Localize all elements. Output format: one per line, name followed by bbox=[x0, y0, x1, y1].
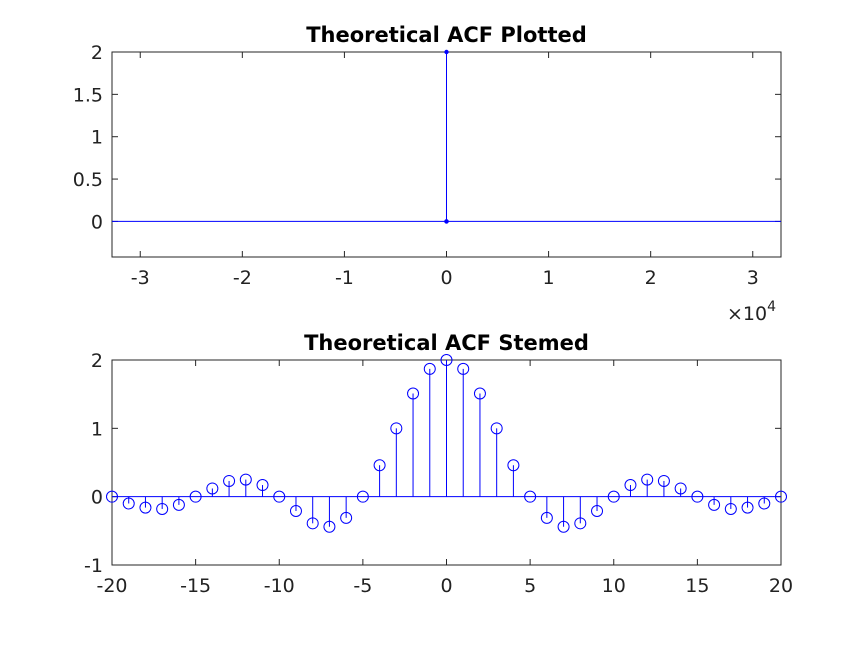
stem-marker bbox=[657, 474, 670, 487]
stem-marker bbox=[289, 505, 302, 518]
stem-marker bbox=[457, 362, 470, 375]
y-tick-label: 0.5 bbox=[73, 169, 103, 191]
stem-marker bbox=[758, 497, 771, 510]
stem-marker bbox=[423, 362, 436, 375]
stem-marker bbox=[172, 498, 185, 511]
y-tick-label: 1 bbox=[91, 127, 103, 149]
stem-marker bbox=[708, 498, 721, 511]
y-tick-label: 1.5 bbox=[73, 84, 103, 106]
stem-marker bbox=[691, 490, 704, 503]
x-exponent-power: 4 bbox=[767, 299, 776, 315]
stem-marker bbox=[574, 517, 587, 530]
stem-marker bbox=[323, 520, 336, 533]
x-tick-label: -5 bbox=[353, 575, 372, 597]
chart-title: Theoretical ACF Stemed bbox=[304, 331, 589, 355]
stem-marker bbox=[624, 479, 637, 492]
stem-marker bbox=[507, 459, 520, 472]
y-tick-label: 2 bbox=[91, 42, 103, 64]
stem-marker bbox=[607, 490, 620, 503]
chart-title: Theoretical ACF Plotted bbox=[306, 23, 587, 47]
stem-marker bbox=[356, 490, 369, 503]
x-tick-label: 2 bbox=[645, 267, 657, 289]
stem-marker bbox=[340, 511, 353, 524]
stem-marker bbox=[189, 490, 202, 503]
x-tick-label: 10 bbox=[602, 575, 626, 597]
y-tick-label: 0 bbox=[91, 211, 103, 233]
y-tick-label: 2 bbox=[91, 350, 103, 372]
stem-marker bbox=[139, 501, 152, 514]
x-tick-label: 15 bbox=[685, 575, 709, 597]
x-exponent-label: ×104 bbox=[727, 299, 776, 325]
x-tick-label: -15 bbox=[180, 575, 211, 597]
data-point bbox=[444, 219, 449, 224]
stem-marker bbox=[674, 482, 687, 495]
data-point bbox=[444, 49, 449, 55]
stem-marker bbox=[407, 387, 420, 400]
y-tick-label: -1 bbox=[84, 555, 103, 577]
stem-marker bbox=[540, 511, 553, 524]
y-tick-label: 1 bbox=[91, 418, 103, 440]
stem-marker bbox=[591, 505, 604, 518]
stem-marker bbox=[724, 502, 737, 515]
x-tick-label: -10 bbox=[264, 575, 295, 597]
stem-marker bbox=[641, 473, 654, 486]
x-tick-label: -2 bbox=[233, 267, 252, 289]
stem-marker bbox=[775, 490, 787, 503]
x-tick-label: -1 bbox=[335, 267, 354, 289]
stem-marker bbox=[440, 354, 453, 366]
stem-marker bbox=[156, 502, 169, 515]
stem-marker bbox=[106, 490, 118, 503]
stem-marker bbox=[473, 387, 486, 400]
stem-marker bbox=[390, 422, 403, 435]
stem-marker bbox=[373, 459, 386, 472]
stem-marker bbox=[490, 422, 503, 435]
stem-marker bbox=[122, 497, 135, 510]
x-tick-label: 1 bbox=[543, 267, 555, 289]
x-tick-label: 0 bbox=[440, 267, 452, 289]
x-tick-label: 5 bbox=[524, 575, 536, 597]
stem-marker bbox=[206, 482, 219, 495]
stem-marker bbox=[223, 474, 236, 487]
x-tick-label: 20 bbox=[769, 575, 793, 597]
stem-marker bbox=[557, 520, 570, 533]
x-tick-label: 3 bbox=[747, 267, 759, 289]
x-tick-label: -20 bbox=[96, 575, 127, 597]
y-tick-label: 0 bbox=[91, 487, 103, 509]
x-exponent-base: ×10 bbox=[727, 303, 767, 325]
stem-marker bbox=[256, 479, 269, 492]
stem-marker bbox=[239, 473, 252, 486]
stem-marker bbox=[273, 490, 286, 503]
stem-marker bbox=[306, 517, 319, 530]
x-tick-label: 0 bbox=[440, 575, 452, 597]
x-tick-label: -3 bbox=[131, 267, 150, 289]
stem-marker bbox=[524, 490, 537, 503]
plot-axes-top: -3 -2 -1 0 1 2 3 0 0.5 1 1.5 2 Theoretical ACF Plott… bbox=[73, 23, 782, 325]
stem-marker bbox=[741, 501, 754, 514]
